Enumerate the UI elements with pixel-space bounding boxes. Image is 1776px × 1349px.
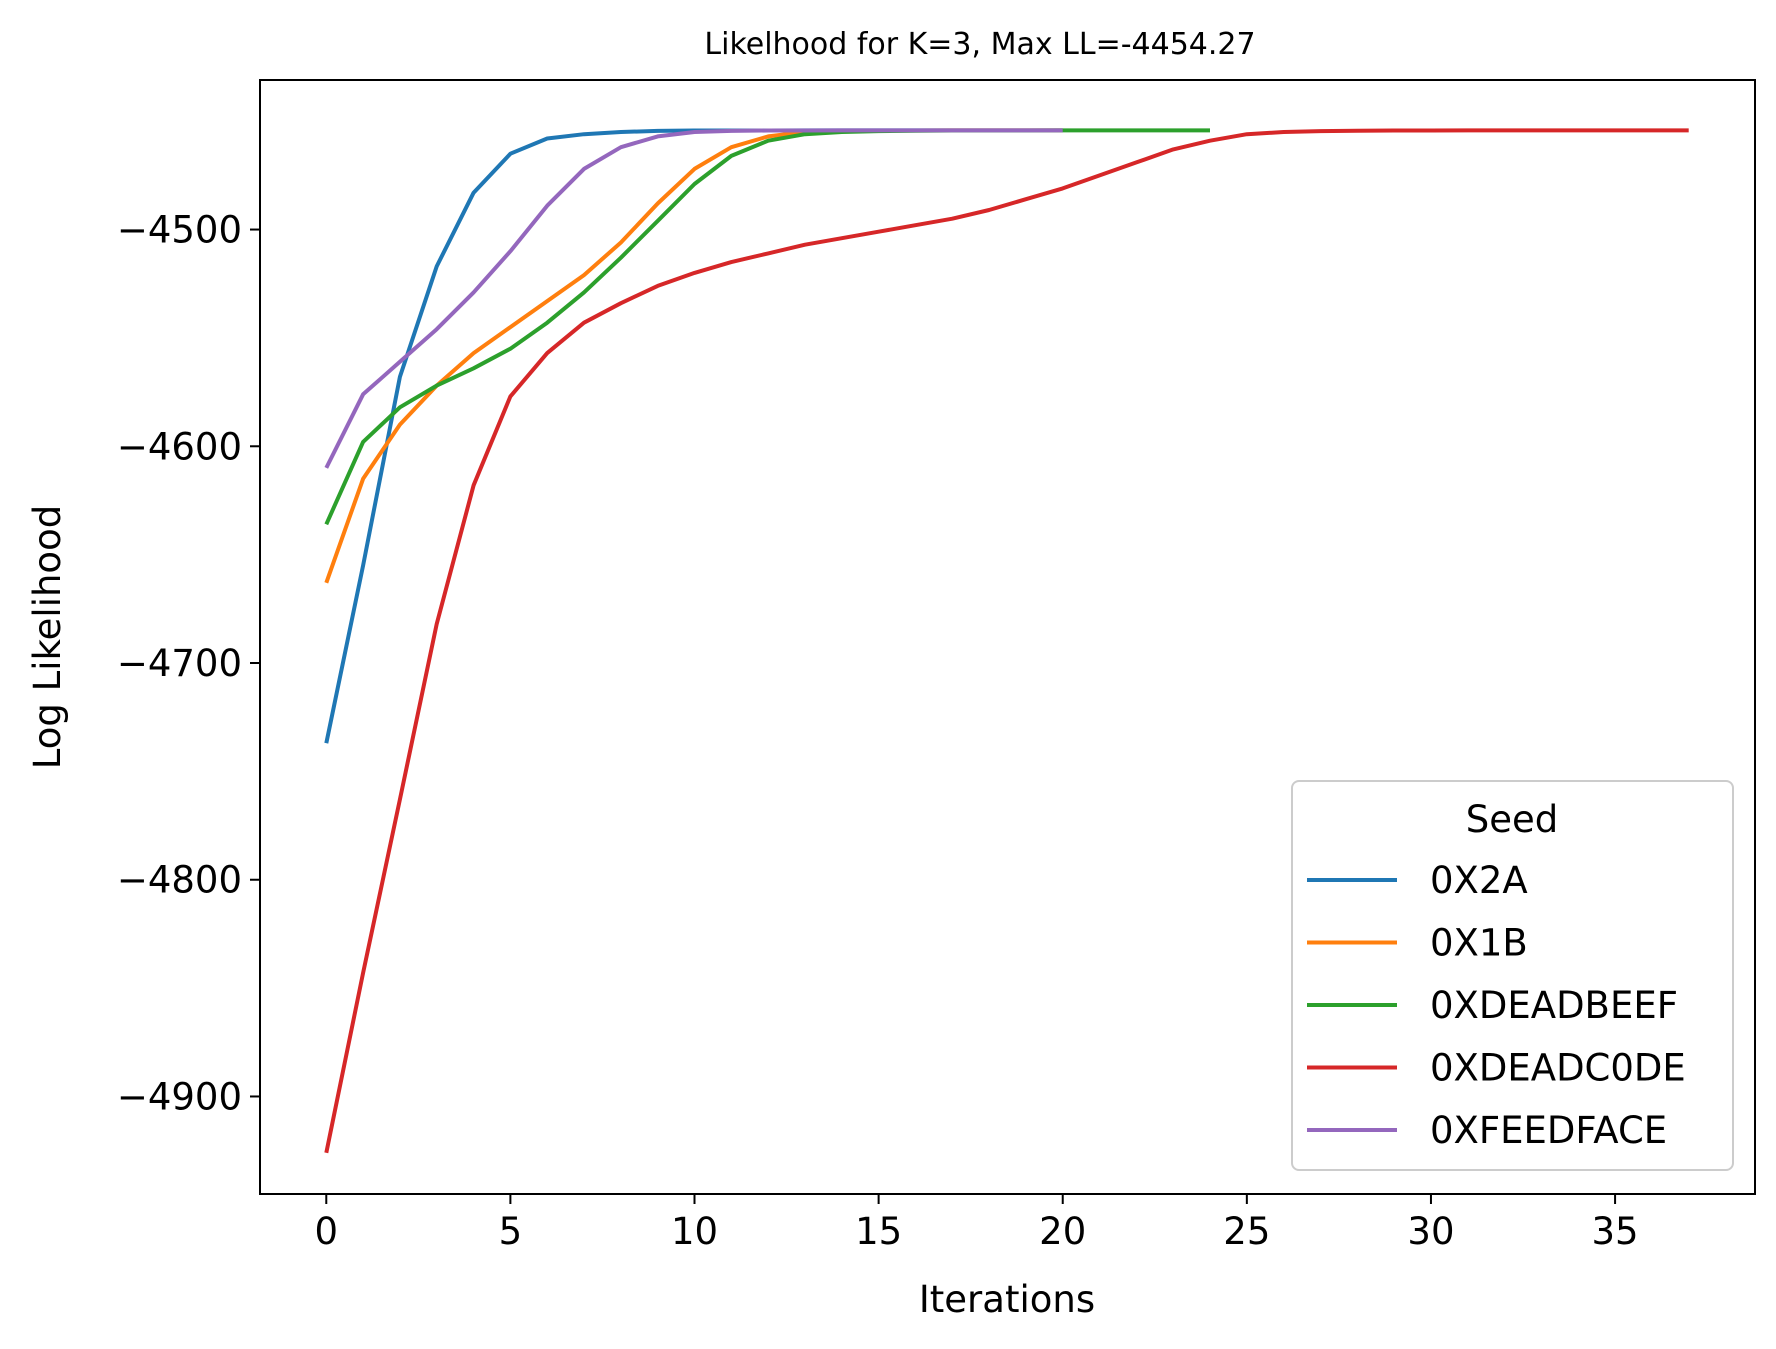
y-tick-label: −4700 <box>117 642 242 685</box>
y-tick-label: −4500 <box>117 209 242 252</box>
plot-area-frame <box>259 79 1756 1195</box>
x-tick-label: 10 <box>671 1210 718 1253</box>
x-tick-label: 5 <box>499 1210 523 1253</box>
series-lines <box>324 128 1689 1154</box>
legend-label: 0XDEADBEEF <box>1430 984 1678 1027</box>
x-tick-label: 30 <box>1407 1210 1454 1253</box>
y-tick-label: −4600 <box>117 425 242 468</box>
x-tick-label: 15 <box>855 1210 902 1253</box>
x-tick-label: 20 <box>1039 1210 1086 1253</box>
legend-items: 0X2A 0X1B 0XDEADBEEF 0XDEADC0DE 0XFEEDFACE <box>1307 859 1686 1152</box>
legend-label: 0X1B <box>1430 922 1528 965</box>
legend-box <box>1291 780 1734 1171</box>
x-tick-label: 25 <box>1223 1210 1270 1253</box>
series-line-0xdeadc0de <box>324 128 1689 1154</box>
y-axis-ticks: −4500 −4600 −4700 −4800 −4900 <box>117 209 260 1118</box>
x-axis-label: Iterations <box>919 1278 1095 1321</box>
y-tick-label: −4900 <box>117 1075 242 1118</box>
chart-title: Likelhood for K=3, Max LL=-4454.27 <box>704 27 1255 62</box>
series-line-0xfeedface <box>324 128 1063 469</box>
legend-label: 0X2A <box>1430 859 1528 902</box>
x-axis-ticks: 0 5 10 15 20 25 30 35 <box>315 1194 1639 1253</box>
y-tick-label: −4800 <box>117 859 242 902</box>
legend: Seed 0X2A 0X1B 0XDEADBEEF 0XDEADC0DE 0XFEEDF… <box>1291 780 1734 1171</box>
x-tick-label: 0 <box>315 1210 339 1253</box>
legend-title: Seed <box>1466 798 1559 841</box>
legend-label: 0XFEEDFACE <box>1430 1109 1667 1152</box>
x-tick-label: 35 <box>1592 1210 1639 1253</box>
legend-label: 0XDEADC0DE <box>1430 1047 1686 1090</box>
y-axis-label: Log Likelihood <box>26 505 69 769</box>
